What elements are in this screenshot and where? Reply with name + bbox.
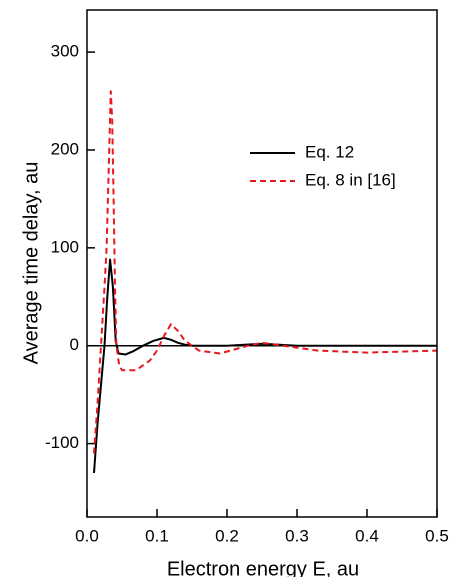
x-axis-title: Electron energy E, au: [167, 558, 359, 577]
x-tick-label: 0.0: [75, 526, 99, 545]
x-tick-label: 0.1: [145, 526, 169, 545]
series-line: [93, 90, 438, 454]
legend-label: Eq. 12: [305, 142, 354, 161]
y-tick-label: 0: [70, 335, 79, 354]
legend-label: Eq. 8 in [16]: [305, 170, 396, 189]
x-tick-label: 0.3: [285, 526, 309, 545]
y-tick-label: 100: [51, 237, 79, 256]
x-tick-label: 0.2: [215, 526, 239, 545]
y-tick-label: 200: [51, 139, 79, 158]
y-axis-title: Average time delay, au: [20, 162, 42, 365]
series-line: [93, 258, 437, 474]
x-tick-label: 0.4: [355, 526, 379, 545]
y-tick-label: 300: [51, 42, 79, 61]
x-tick-label: 0.5: [425, 526, 449, 545]
y-tick-label: -100: [45, 433, 79, 452]
plot-frame: [86, 9, 438, 518]
